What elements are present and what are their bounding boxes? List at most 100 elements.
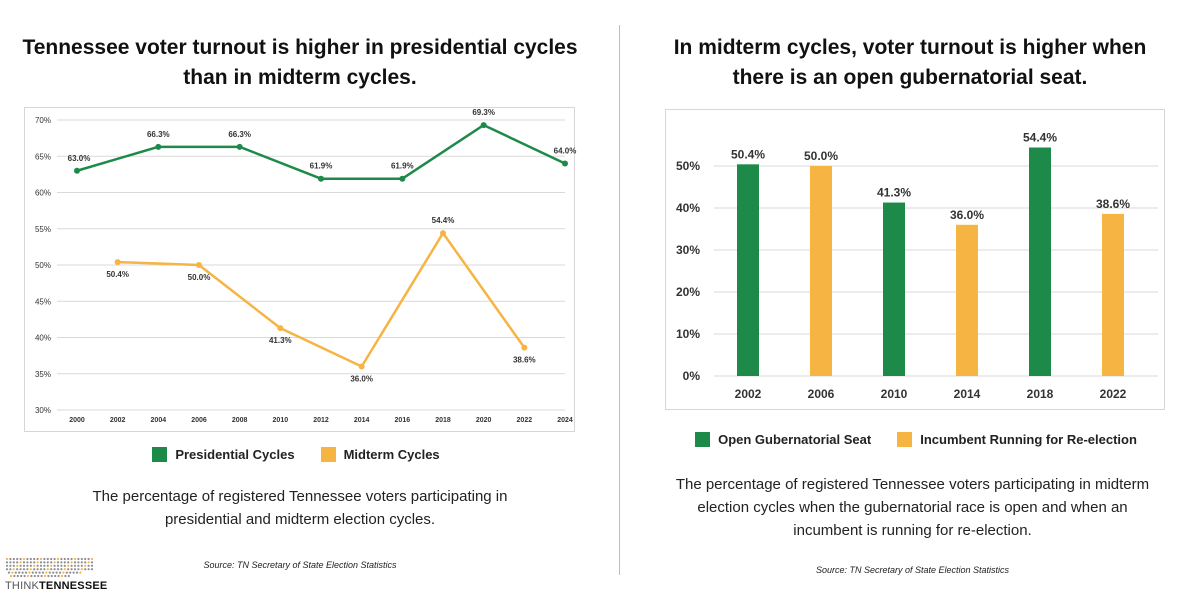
x-tick-label: 2020: [476, 417, 492, 424]
logo-dot: [63, 557, 66, 561]
logo-dot: [23, 574, 26, 578]
logo-dot: [77, 564, 80, 567]
x-tick-label: 2018: [1027, 387, 1054, 401]
logo-dot: [36, 568, 39, 571]
logo-dot: [53, 568, 56, 571]
logo-dot: [80, 557, 83, 561]
logo-dot: [67, 574, 70, 578]
logo-dot: [22, 561, 26, 564]
logo-dot: [43, 557, 46, 561]
legend-item-presidential: Presidential Cycles: [152, 447, 295, 462]
legend-swatch-midterm: [320, 447, 336, 462]
y-tick-label: 50%: [676, 159, 700, 173]
logo-dot: [50, 564, 53, 567]
x-tick-label: 2000: [69, 417, 85, 424]
bar-value-label: 36.0%: [950, 208, 984, 222]
data-point: [440, 230, 446, 237]
y-tick-label: 30%: [35, 406, 51, 415]
legend-label-incumbent: Incumbent Running for Re-election: [920, 432, 1137, 447]
logo-dot: [11, 571, 14, 574]
logo-dot: [28, 571, 31, 574]
legend-swatch-incumbent: [897, 432, 913, 447]
x-tick-label: 2004: [151, 417, 167, 424]
right-panel: In midterm cycles, voter turnout is high…: [620, 0, 1200, 600]
data-point: [480, 122, 487, 129]
data-label: 61.9%: [310, 162, 333, 171]
logo-dot: [35, 571, 38, 574]
logo-dot: [31, 571, 34, 574]
x-tick-label: 2024: [557, 417, 573, 424]
data-label: 66.3%: [147, 130, 170, 139]
logo-dot: [63, 564, 66, 567]
bar: [1102, 213, 1124, 376]
data-label: 66.3%: [228, 130, 251, 139]
logo-dot: [12, 568, 15, 571]
line-chart: 30% 35% 40% 45% 50% 55% 60% 65% 70% 2000 2002 2004 2…: [35, 108, 577, 424]
logo-dot: [56, 564, 60, 567]
logo-dot: [12, 557, 15, 561]
logo-dot: [60, 557, 63, 561]
logo-dot: [72, 571, 75, 574]
logo-dot: [60, 574, 64, 578]
y-tick-label: 55%: [35, 225, 51, 234]
logo-dot: [43, 561, 46, 564]
logo-dot: [16, 574, 19, 578]
logo-dot: [26, 574, 30, 578]
bar: [810, 166, 832, 376]
y-tick-label: 35%: [35, 370, 51, 379]
logo-dot: [80, 564, 83, 567]
left-description: The percentage of registered Tennessee v…: [92, 488, 508, 528]
bar-chart-frame: 0% 10% 20% 30% 40% 50% 50.4% 2002 50.0% 2006 41.3%…: [665, 109, 1165, 410]
data-point: [155, 143, 162, 150]
think-tennessee-logo: THINKTENNESSEE: [5, 556, 107, 596]
logo-dot: [90, 568, 94, 571]
logo-dot: [29, 564, 32, 567]
logo-dot: [69, 571, 72, 574]
logo-dot: [9, 564, 12, 567]
logo-dot: [19, 561, 22, 564]
logo-dot: [80, 561, 83, 564]
x-tick-label: 2014: [354, 417, 370, 424]
right-chart-title: In midterm cycles, voter turnout is high…: [673, 36, 1147, 89]
logo-dot: [26, 568, 29, 571]
logo-dot: [46, 561, 49, 564]
data-label: 69.3%: [472, 108, 495, 117]
logo-dot: [19, 557, 22, 561]
logo-dot: [33, 568, 36, 571]
logo-dot: [90, 564, 94, 567]
logo-dot: [56, 561, 60, 564]
logo-dot: [50, 557, 53, 561]
left-source: Source: TN Secretary of State Election S…: [203, 560, 397, 570]
x-tick-label: 2018: [435, 417, 451, 424]
data-point: [521, 344, 528, 351]
bar-value-label: 50.0%: [804, 149, 838, 163]
legend-swatch-presidential: [152, 447, 168, 462]
logo-dot: [30, 574, 33, 578]
logo-dot: [5, 568, 9, 571]
logo-dot: [84, 557, 87, 561]
data-point: [74, 167, 80, 174]
data-label: 64.0%: [554, 147, 577, 156]
logo-name: TENNESSEE: [39, 580, 108, 592]
x-tick-label: 2008: [232, 417, 248, 424]
logo-dot: [90, 561, 94, 564]
logo-dot: [87, 557, 90, 561]
logo-dot: [73, 568, 77, 571]
bar-value-label: 41.3%: [877, 186, 911, 200]
logo-dot: [77, 557, 80, 561]
logo-dot: [43, 564, 46, 567]
logo-dot: [29, 561, 32, 564]
bar-chart: 0% 10% 20% 30% 40% 50% 50.4% 2002 50.0% 2006 41.3%…: [676, 131, 1158, 401]
bar-value-label: 50.4%: [731, 147, 765, 161]
data-point: [562, 160, 568, 167]
logo-dot: [33, 561, 36, 564]
logo-dot: [46, 557, 49, 561]
logo-dot: [9, 561, 12, 564]
x-tick-label: 2006: [808, 387, 835, 401]
logo-dot: [36, 561, 39, 564]
y-tick-label: 30%: [676, 243, 700, 257]
x-tick-label: 2022: [1100, 387, 1127, 401]
bar: [956, 224, 978, 376]
logo-dot: [19, 568, 22, 571]
logo-dot: [41, 571, 45, 574]
